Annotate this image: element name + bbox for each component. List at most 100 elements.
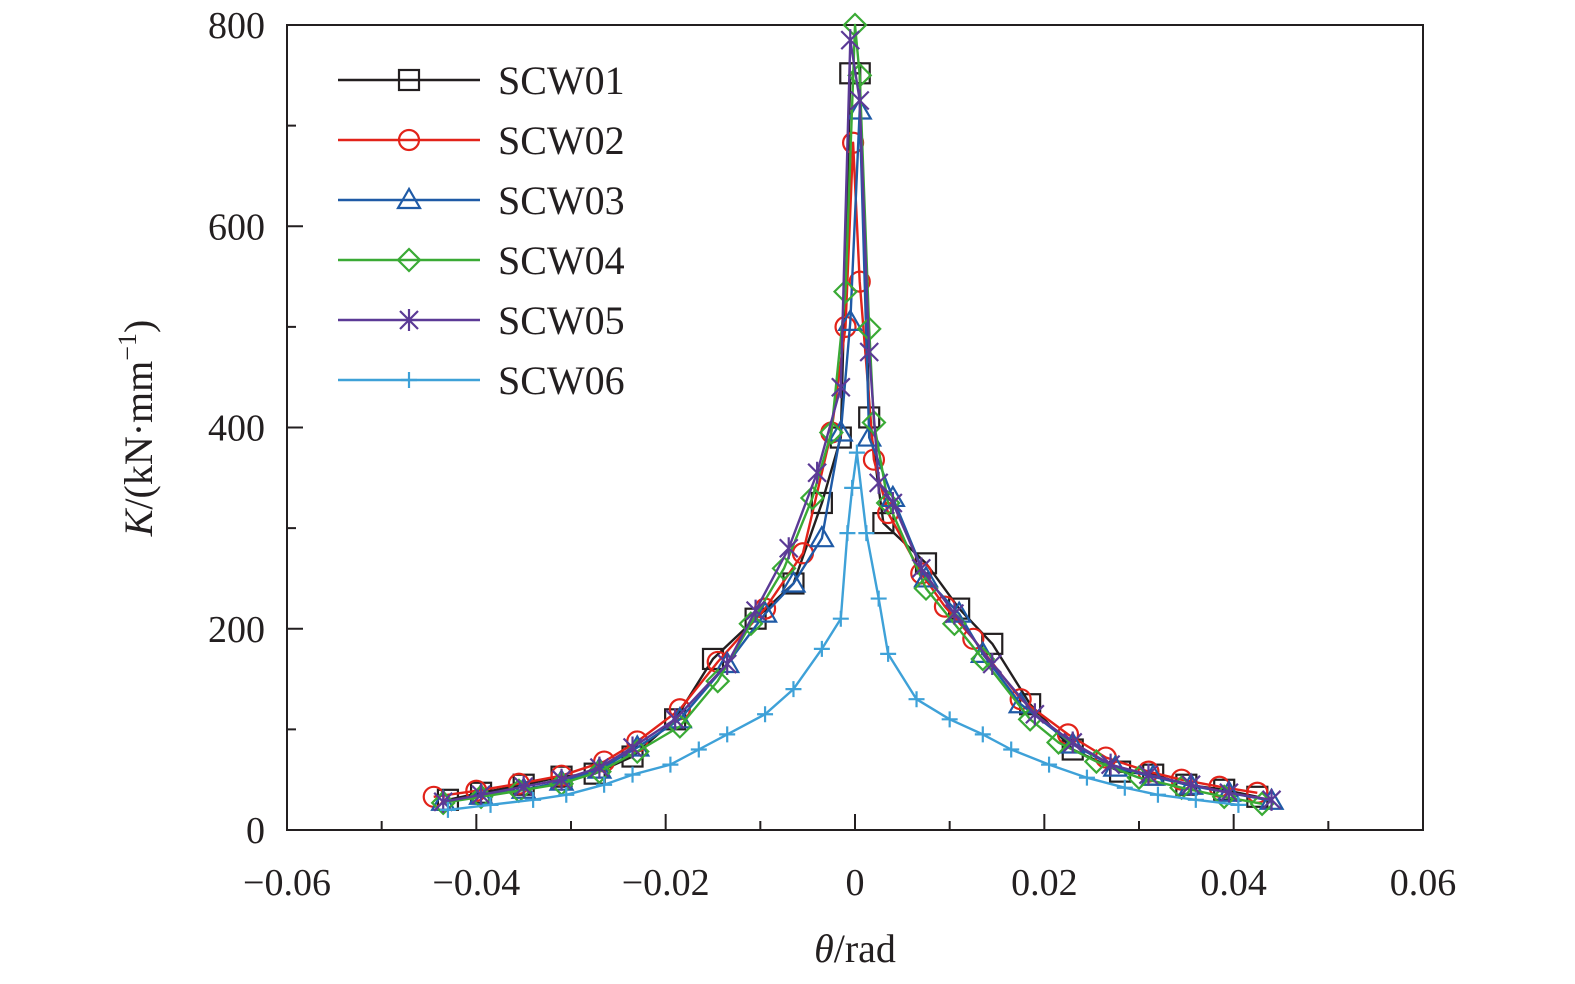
data-point	[844, 479, 861, 496]
plot-frame	[286, 24, 1424, 831]
data-point	[690, 741, 707, 758]
data-point	[831, 376, 851, 399]
data-point	[785, 681, 802, 698]
y-axis-title: K/(kN·mm−1)	[113, 320, 161, 538]
data-point	[1149, 786, 1166, 803]
data-point	[908, 691, 925, 708]
data-point	[662, 756, 679, 773]
data-point	[752, 600, 778, 623]
data-point	[1219, 781, 1239, 804]
data-point	[808, 524, 835, 548]
y-tick-label: 0	[246, 810, 265, 852]
data-point	[839, 525, 856, 542]
data-point	[849, 89, 870, 112]
data-point	[717, 652, 737, 675]
legend-item: SCW04	[338, 238, 625, 283]
legend-item: SCW06	[338, 358, 625, 403]
data-point	[883, 491, 903, 514]
data-point	[589, 756, 610, 779]
x-tick-label: 0.06	[1390, 862, 1457, 904]
data-point	[859, 341, 879, 364]
x-tick-label: −0.04	[432, 862, 520, 904]
data-point	[970, 646, 996, 672]
series-SCW05	[433, 29, 1282, 813]
legend-label: SCW05	[498, 298, 625, 343]
data-point	[813, 640, 830, 657]
y-tick-label: 800	[208, 5, 265, 47]
legend-label: SCW06	[498, 358, 625, 403]
data-point	[818, 419, 844, 446]
data-point	[810, 491, 833, 515]
data-point	[705, 668, 731, 694]
data-point	[757, 706, 774, 723]
data-point	[1041, 756, 1058, 773]
data-point	[1261, 788, 1282, 811]
data-point	[982, 652, 1003, 675]
series-line	[443, 23, 1263, 805]
data-point	[1187, 791, 1204, 808]
data-point	[396, 186, 422, 210]
data-point	[832, 610, 849, 627]
data-point	[399, 309, 419, 331]
data-point	[911, 557, 932, 580]
data-point	[974, 726, 991, 743]
series-group	[422, 12, 1285, 818]
x-tick-label: −0.06	[243, 862, 331, 904]
data-point	[471, 783, 491, 806]
legend-item: SCW03	[338, 178, 625, 223]
data-point	[868, 471, 889, 494]
data-point	[396, 247, 422, 273]
data-point	[738, 611, 764, 637]
data-point	[482, 796, 499, 813]
data-point	[624, 766, 641, 783]
x-tick-label: 0.02	[1011, 862, 1078, 904]
data-point	[1100, 753, 1121, 776]
data-point	[1078, 769, 1095, 786]
x-tick-label: −0.02	[622, 862, 710, 904]
data-point	[596, 776, 613, 793]
legend-label: SCW01	[498, 58, 625, 103]
data-point	[837, 308, 864, 331]
x-tick-label: 0	[846, 862, 865, 904]
data-point	[401, 372, 417, 388]
data-point	[439, 801, 456, 818]
data-point	[745, 599, 766, 622]
y-tick-label: 400	[208, 408, 265, 450]
data-point	[586, 759, 612, 785]
data-point	[525, 791, 542, 808]
data-point	[513, 775, 534, 798]
data-point	[551, 768, 572, 791]
data-point	[1138, 763, 1159, 786]
data-point	[719, 726, 736, 743]
data-point	[827, 419, 854, 442]
data-point	[1062, 731, 1083, 754]
data-point	[807, 461, 827, 484]
axis-ticks	[286, 24, 1424, 831]
data-point	[1025, 703, 1045, 726]
data-point	[832, 279, 859, 305]
data-point	[778, 537, 799, 560]
data-point	[848, 444, 865, 461]
legend-item: SCW02	[338, 118, 625, 163]
y-tick-label: 600	[208, 206, 265, 248]
data-point	[1230, 796, 1247, 813]
legend-item: SCW05	[338, 298, 625, 343]
data-point	[840, 29, 861, 52]
tick-labels: −0.06 −0.04 −0.02 0 0.02 0.04 0.06 0 200 400 600 80…	[208, 5, 1456, 904]
x-tick-label: 0.04	[1200, 862, 1267, 904]
data-point	[1116, 779, 1133, 796]
legend-label: SCW03	[498, 178, 625, 223]
legend: SCW01 SCW02 SCW03 SCW04 SCW05 SCW06	[338, 58, 625, 403]
data-point	[799, 485, 825, 511]
data-point	[622, 736, 643, 759]
data-point	[665, 708, 685, 731]
series-SCW06	[439, 444, 1247, 818]
data-point	[771, 555, 797, 581]
data-point	[1181, 773, 1201, 796]
legend-label: SCW02	[498, 118, 625, 163]
data-point	[880, 645, 897, 662]
data-point	[430, 790, 456, 816]
data-point	[941, 711, 958, 728]
data-point	[870, 590, 887, 607]
